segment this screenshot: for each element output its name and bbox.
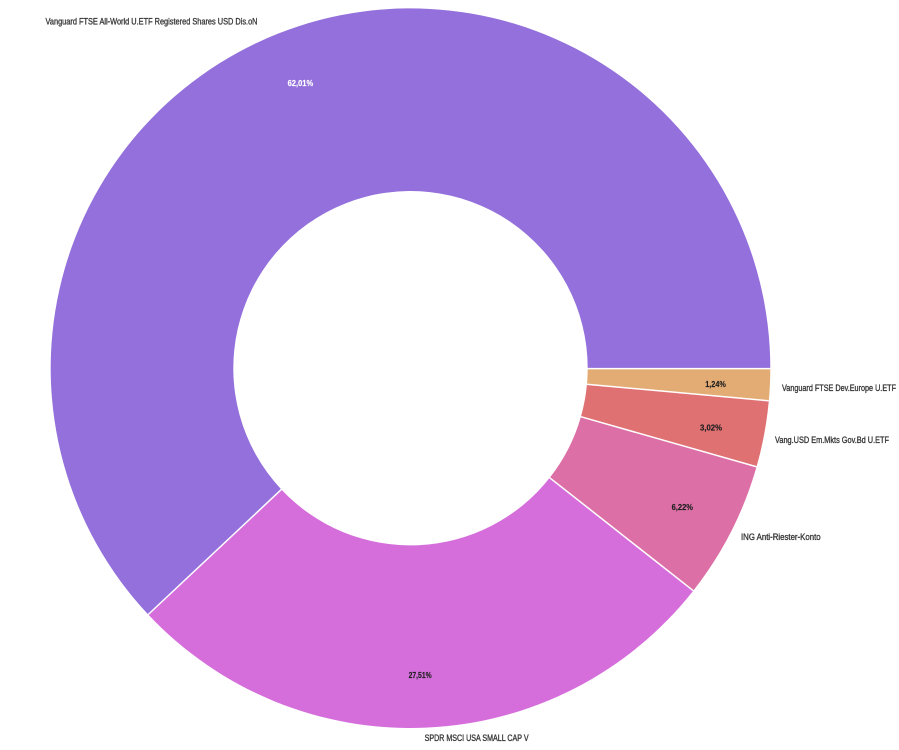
svg-text:62,01%: 62,01% — [288, 79, 314, 88]
svg-text:SPDR MSCI USA SMALL CAP V: SPDR MSCI USA SMALL CAP V — [425, 733, 529, 743]
svg-text:3,02%: 3,02% — [700, 424, 722, 433]
svg-text:1,24%: 1,24% — [705, 380, 726, 389]
svg-text:Vanguard FTSE Dev.Europe U.ETF: Vanguard FTSE Dev.Europe U.ETF — [782, 383, 897, 393]
svg-text:Vanguard FTSE All-World U.ETF: Vanguard FTSE All-World U.ETF Registered… — [46, 17, 258, 27]
svg-text:27,51%: 27,51% — [409, 671, 432, 680]
svg-text:6,22%: 6,22% — [672, 503, 693, 512]
svg-text:Vang.USD Em.Mkts Gov.Bd U.ETF: Vang.USD Em.Mkts Gov.Bd U.ETF — [775, 435, 890, 445]
svg-text:ING Anti-Riester-Konto: ING Anti-Riester-Konto — [741, 532, 821, 542]
